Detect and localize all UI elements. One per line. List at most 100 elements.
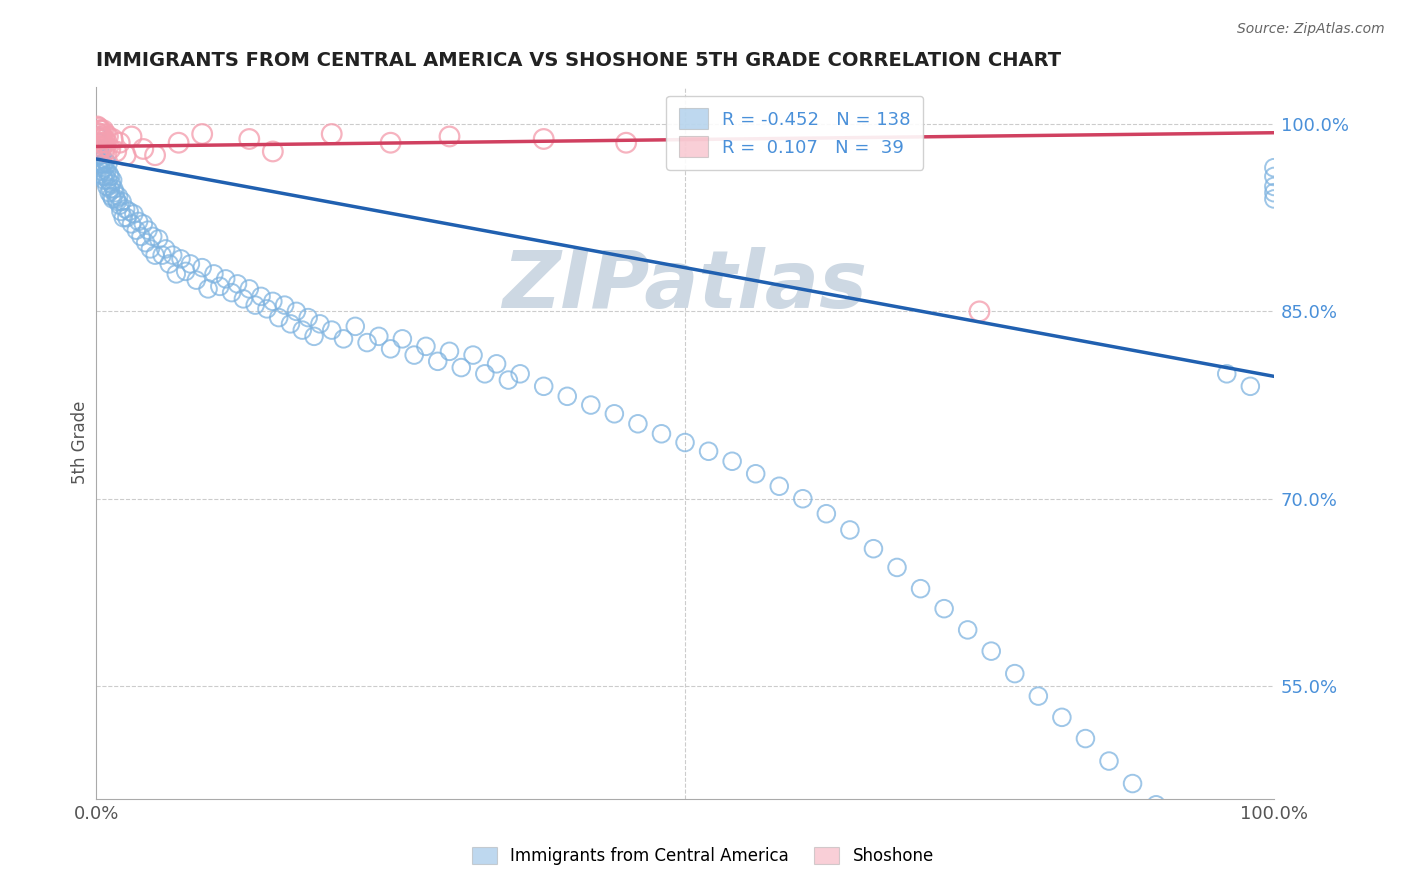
Point [404, 348, 426, 362]
Point [125, 223, 148, 237]
Point [509, 367, 531, 381]
Point [555, 389, 578, 403]
Point [627, 417, 650, 431]
Point [1263, 161, 1285, 175]
Point [498, 373, 520, 387]
Point [273, 298, 295, 312]
Point [91, 142, 114, 156]
Point [148, 232, 170, 246]
Point [170, 252, 193, 266]
Point [533, 379, 555, 393]
Point [1074, 731, 1097, 746]
Point [91, 152, 114, 166]
Point [179, 257, 201, 271]
Point [280, 317, 302, 331]
Point [91, 129, 114, 144]
Point [256, 301, 278, 316]
Point [250, 289, 273, 303]
Point [1263, 192, 1285, 206]
Point [122, 207, 145, 221]
Point [86, 132, 108, 146]
Point [321, 127, 343, 141]
Point [101, 192, 124, 206]
Point [103, 182, 125, 196]
Point [87, 129, 110, 144]
Point [90, 123, 112, 137]
Point [474, 367, 496, 381]
Point [86, 142, 108, 156]
Point [956, 623, 979, 637]
Point [143, 248, 166, 262]
Point [768, 479, 790, 493]
Point [191, 260, 214, 275]
Point [114, 148, 136, 162]
Point [118, 204, 141, 219]
Point [89, 167, 111, 181]
Point [380, 342, 402, 356]
Point [1216, 367, 1239, 381]
Point [197, 282, 219, 296]
Point [96, 136, 118, 150]
Point [673, 435, 696, 450]
Point [98, 182, 121, 196]
Point [87, 148, 110, 162]
Point [115, 211, 138, 225]
Point [208, 279, 231, 293]
Point [100, 177, 122, 191]
Point [91, 164, 114, 178]
Point [90, 132, 112, 146]
Point [86, 120, 108, 134]
Point [87, 136, 110, 150]
Point [1028, 689, 1050, 703]
Point [121, 217, 143, 231]
Point [157, 257, 180, 271]
Point [380, 136, 402, 150]
Point [105, 192, 128, 206]
Point [135, 235, 157, 250]
Point [105, 194, 128, 209]
Point [94, 154, 117, 169]
Point [132, 217, 155, 231]
Point [202, 267, 225, 281]
Point [167, 136, 190, 150]
Point [238, 282, 260, 296]
Point [238, 132, 260, 146]
Point [1098, 754, 1121, 768]
Point [862, 541, 884, 556]
Point [391, 332, 413, 346]
Point [98, 169, 121, 184]
Point [603, 407, 626, 421]
Point [97, 157, 120, 171]
Point [1168, 819, 1191, 833]
Point [89, 123, 111, 137]
Point [86, 129, 108, 144]
Point [415, 339, 437, 353]
Point [94, 169, 117, 184]
Point [285, 304, 308, 318]
Text: ZIPatlas: ZIPatlas [502, 247, 868, 325]
Point [100, 189, 122, 203]
Point [186, 273, 208, 287]
Point [243, 298, 266, 312]
Text: IMMIGRANTS FROM CENTRAL AMERICA VS SHOSHONE 5TH GRADE CORRELATION CHART: IMMIGRANTS FROM CENTRAL AMERICA VS SHOSH… [96, 51, 1062, 70]
Point [101, 173, 124, 187]
Point [93, 132, 115, 146]
Point [94, 139, 117, 153]
Point [143, 148, 166, 162]
Point [367, 329, 389, 343]
Point [93, 145, 115, 159]
Point [485, 357, 508, 371]
Point [150, 248, 173, 262]
Point [344, 319, 367, 334]
Point [93, 161, 115, 175]
Point [886, 560, 908, 574]
Point [162, 248, 184, 262]
Point [111, 194, 134, 209]
Point [107, 189, 129, 203]
Point [1263, 186, 1285, 200]
Point [128, 214, 150, 228]
Point [309, 317, 332, 331]
Point [165, 267, 187, 281]
Point [262, 145, 284, 159]
Point [93, 173, 115, 187]
